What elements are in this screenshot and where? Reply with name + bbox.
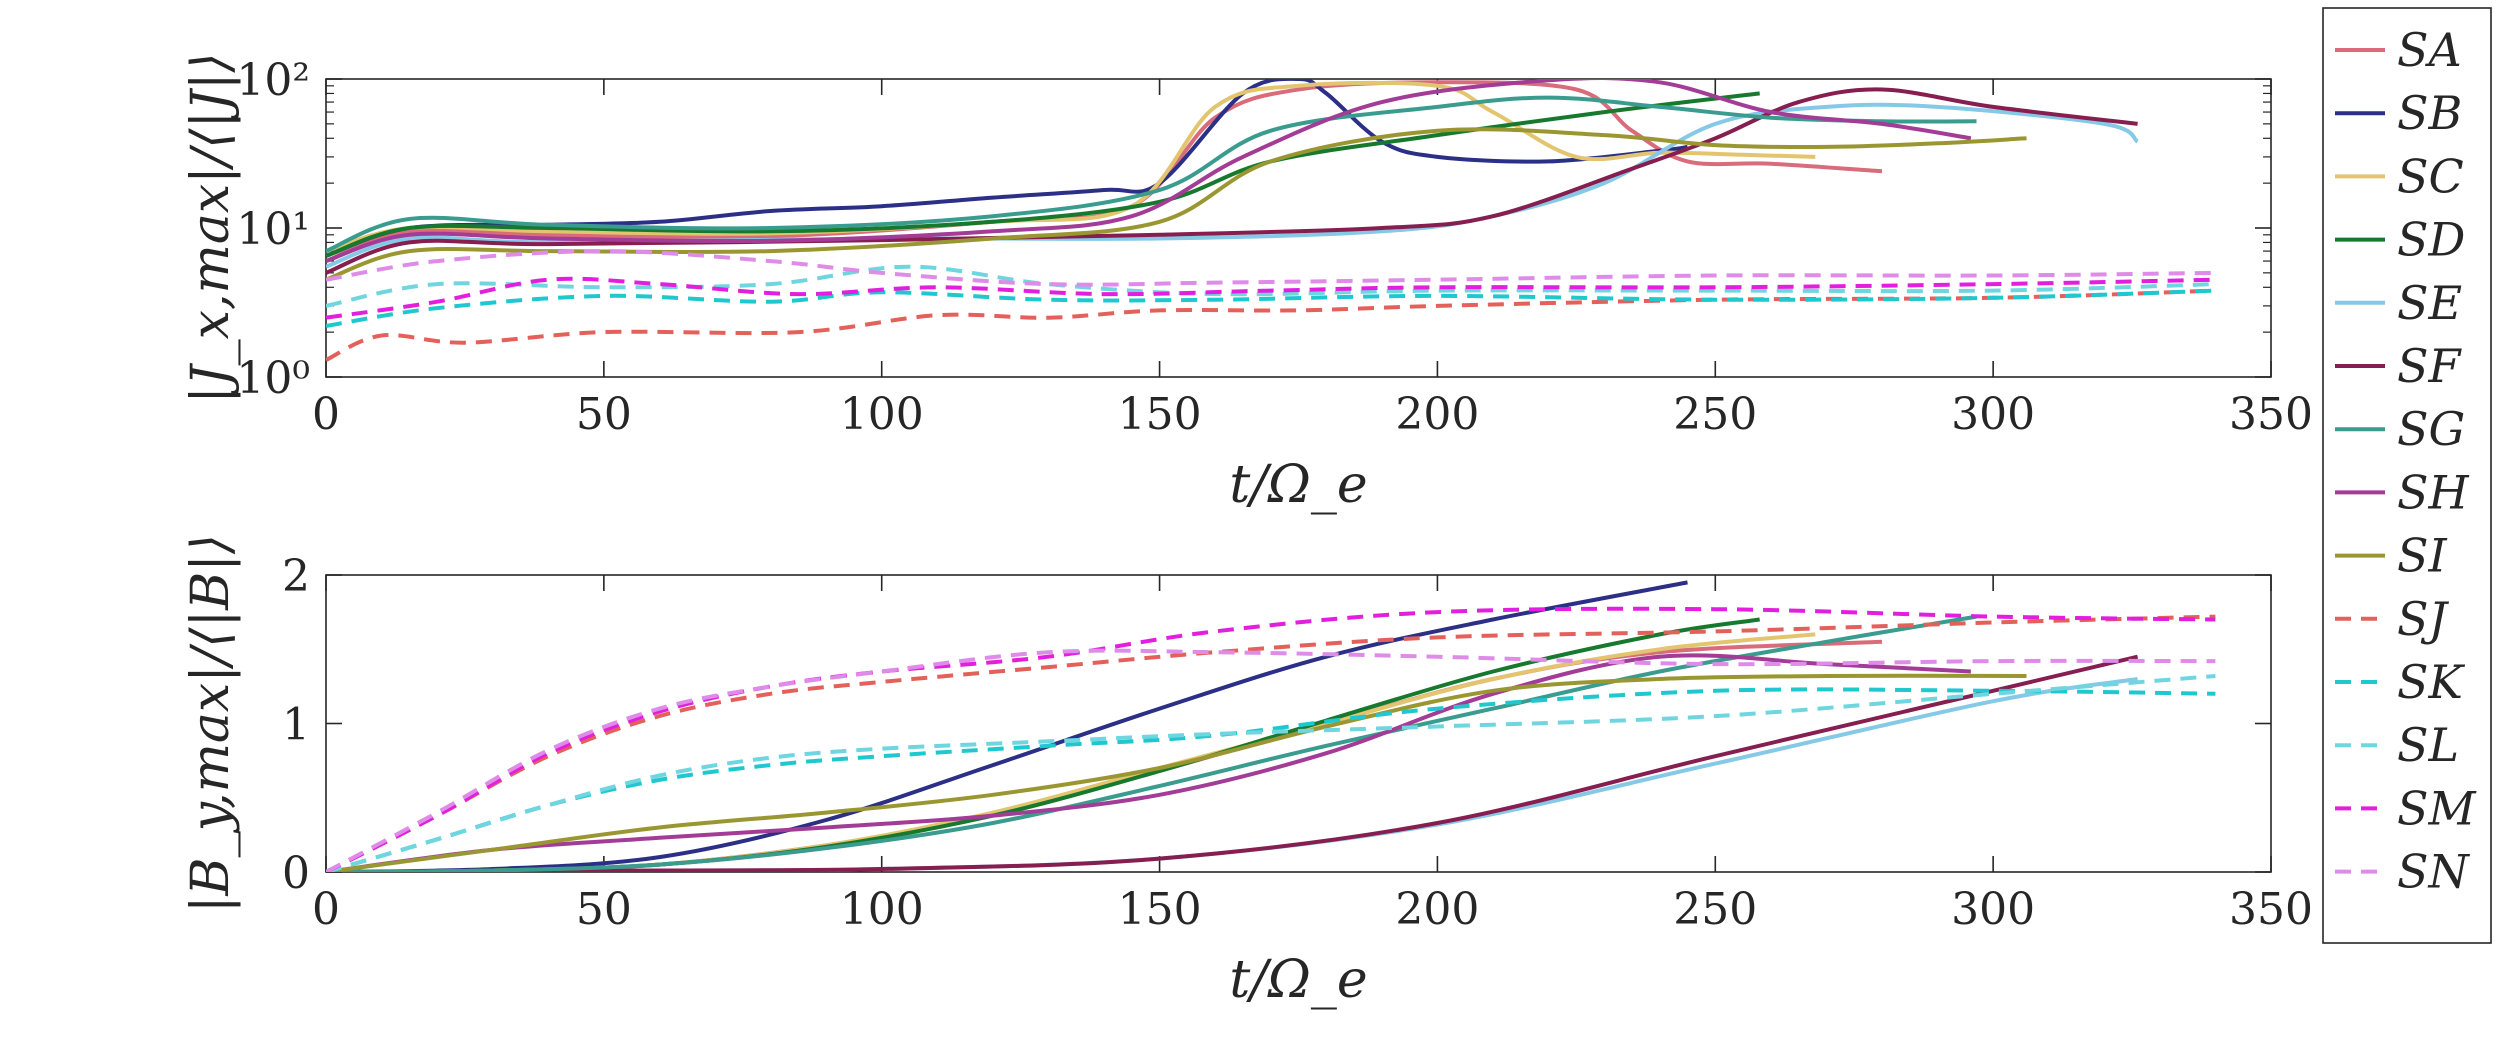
top-xtick-label: 150 [1118, 389, 1202, 440]
top-panel: 0 50 100 150 200 250 300 350 10⁰ 10¹ 10² t/Ω_e |J_x,… [181, 52, 2313, 515]
legend-label-se: SE [2397, 276, 2462, 330]
bottom-panel: 0 50 100 150 200 250 300 350 0 1 2 t/Ω_e |B_y,max|/⟨… [181, 534, 2313, 1010]
top-series-sc [326, 80, 1816, 254]
top-xtick-label: 250 [1673, 389, 1757, 440]
legend-label-sl: SL [2397, 718, 2459, 772]
top-y-axis-label: |J_x,max|/⟨|J|⟩ [181, 52, 241, 403]
bottom-series-sl [326, 674, 2216, 872]
top-xtick-label: 50 [576, 389, 632, 440]
top-xtick-label: 100 [840, 389, 924, 440]
bottom-series-sf [326, 654, 2139, 872]
top-series-sb [326, 79, 1688, 258]
top-x-axis-label: t/Ω_e [1229, 455, 1367, 515]
top-xtick-label: 300 [1951, 389, 2035, 440]
legend-box [2322, 7, 2492, 944]
bottom-xtick-label: 100 [840, 884, 924, 935]
top-ytick-label: 10² [236, 55, 310, 106]
legend-label-sh: SH [2397, 465, 2470, 519]
top-series-sf [326, 87, 2138, 275]
bottom-series-sj [326, 614, 2216, 872]
legend: SA SB SC SD SE SF SG SH SI SJ SK SL SM SN [2322, 7, 2492, 944]
legend-label-sm: SM [2397, 781, 2478, 835]
legend-label-sf: SF [2397, 339, 2463, 393]
legend-label-sb: SB [2397, 86, 2462, 140]
top-xtick-label: 200 [1395, 389, 1479, 440]
bottom-ytick-label: 1 [282, 700, 310, 751]
legend-label-sg: SG [2397, 402, 2465, 456]
bottom-xtick-label: 250 [1673, 884, 1757, 935]
bottom-series-sm [326, 606, 2216, 872]
legend-label-sd: SD [2397, 213, 2465, 267]
legend-label-si: SI [2397, 529, 2448, 583]
legend-label-sj: SJ [2397, 592, 2450, 646]
bottom-ytick-label: 0 [282, 848, 310, 899]
bottom-series-sg [326, 614, 1977, 872]
top-series-sh [326, 79, 1972, 264]
bottom-series-sn [326, 648, 2216, 872]
bottom-xtick-label: 300 [1951, 884, 2035, 935]
bottom-series-si [326, 673, 2027, 872]
top-series-sl [326, 264, 2216, 308]
top-series-group [326, 79, 2216, 362]
top-series-sn [326, 249, 2216, 287]
bottom-y-axis-label: |B_y,max|/⟨|B|⟩ [181, 534, 241, 913]
bottom-xtick-label: 350 [2229, 884, 2313, 935]
bottom-xtick-label: 150 [1118, 884, 1202, 935]
legend-label-sc: SC [2397, 149, 2464, 203]
bottom-ytick-label: 2 [282, 551, 310, 602]
bottom-xtick-label: 0 [312, 884, 340, 935]
bottom-x-axis-label: t/Ω_e [1229, 950, 1367, 1010]
bottom-xtick-label: 50 [576, 884, 632, 935]
legend-label-sn: SN [2397, 845, 2471, 899]
top-xtick-label: 0 [312, 389, 340, 440]
top-series-sd [326, 91, 1760, 258]
top-series-sg [326, 95, 1977, 253]
top-xtick-label: 350 [2229, 389, 2313, 440]
bottom-xtick-label: 200 [1395, 884, 1479, 935]
top-ytick-label: 10⁰ [236, 353, 310, 404]
top-series-sk [326, 288, 2216, 328]
legend-label-sk: SK [2397, 655, 2466, 709]
top-series-sm [326, 276, 2216, 320]
top-ytick-label: 10¹ [236, 204, 310, 255]
bottom-series-group [326, 580, 2216, 872]
legend-label-sa: SA [2397, 23, 2462, 77]
bottom-series-sh [326, 653, 1971, 872]
bottom-series-sb [326, 580, 1688, 872]
